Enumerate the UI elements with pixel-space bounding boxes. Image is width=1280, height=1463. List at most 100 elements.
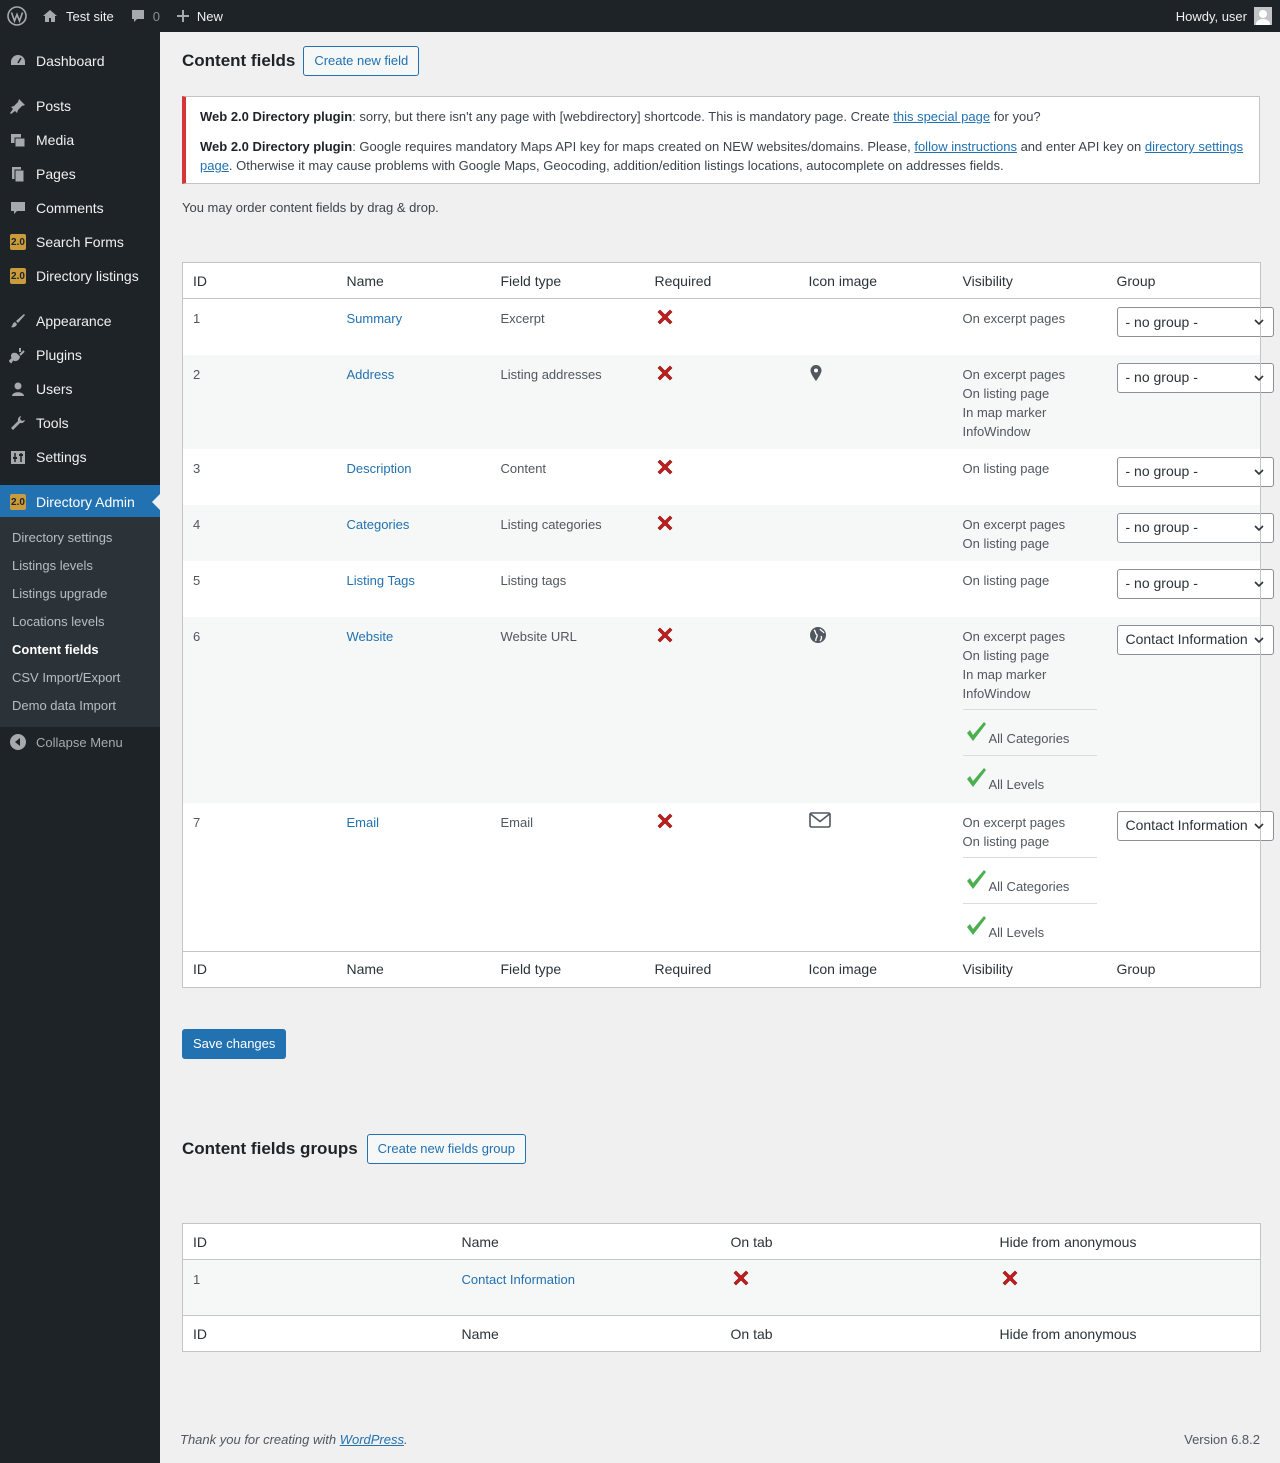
menu-label: Search Forms bbox=[36, 234, 124, 250]
comment-icon bbox=[0, 199, 36, 217]
group-name-link[interactable]: Contact Information bbox=[461, 1272, 575, 1287]
field-name-link[interactable]: Summary bbox=[346, 311, 403, 326]
group-select[interactable]: Contact Information bbox=[1116, 810, 1274, 841]
visibility-item: On excerpt pages bbox=[962, 311, 1066, 326]
menu-label: Tools bbox=[36, 415, 69, 431]
visibility-item: On listing page bbox=[962, 647, 1050, 663]
menu-posts[interactable]: Posts bbox=[0, 89, 160, 123]
field-name-link[interactable]: Website bbox=[346, 628, 394, 644]
new-content-link[interactable]: New bbox=[168, 0, 231, 32]
visibility-extra: All Levels bbox=[988, 924, 1045, 940]
visibility-item: On excerpt pages bbox=[962, 516, 1066, 532]
menu-dashboard[interactable]: Dashboard bbox=[0, 44, 160, 78]
column-header: On tab bbox=[730, 1325, 773, 1342]
visibility-cell: On excerpt pages On listing page In map ma… bbox=[953, 355, 1107, 449]
x-icon bbox=[655, 515, 675, 536]
field-name-link[interactable]: Email bbox=[346, 814, 380, 830]
submenu-demo-data-import[interactable]: Demo data Import bbox=[12, 698, 117, 713]
submenu-listings-upgrade[interactable]: Listings upgrade bbox=[12, 586, 108, 601]
submenu-listings-levels[interactable]: Listings levels bbox=[12, 558, 93, 573]
icon-image-cell bbox=[799, 803, 953, 952]
submenu-csv-import-export[interactable]: CSV Import/Export bbox=[12, 670, 121, 685]
menu-directory-listings[interactable]: 2.0 Directory listings bbox=[0, 259, 160, 293]
on-tab-cell bbox=[721, 1260, 990, 1316]
fields-groups-table: ID Name On tab Hide from anonymous 1 Contact… bbox=[182, 1223, 1261, 1352]
w2-icon: 2.0 bbox=[10, 494, 26, 510]
icon-image-cell bbox=[799, 299, 953, 355]
admin-bar: Test site 0 New Howdy, user bbox=[0, 0, 1280, 32]
directory-settings-link[interactable]: directory settings page bbox=[200, 139, 1244, 173]
column-header: Group bbox=[1116, 272, 1156, 289]
create-new-field-button[interactable]: Create new field bbox=[303, 46, 420, 76]
table-row[interactable]: 6 Website Website URL On excerpt pages On li… bbox=[182, 616, 1274, 803]
menu-settings[interactable]: Settings bbox=[0, 440, 160, 474]
submenu-locations-levels[interactable]: Locations levels bbox=[12, 614, 105, 629]
submenu-content-fields[interactable]: Content fields bbox=[12, 642, 99, 657]
comments-link[interactable]: 0 bbox=[122, 0, 168, 32]
field-name-link[interactable]: Listing Tags bbox=[346, 572, 415, 588]
field-id: 6 bbox=[193, 628, 201, 644]
required-cell bbox=[645, 561, 799, 617]
admin-sidebar: Dashboard Posts Media Pages Comments 2.0… bbox=[0, 32, 160, 1463]
wordpress-link[interactable]: WordPress bbox=[339, 1432, 404, 1447]
field-name-link[interactable]: Categories bbox=[346, 516, 410, 532]
table-row[interactable]: 5 Listing Tags Listing tags On listing page… bbox=[183, 561, 1274, 617]
field-type: Excerpt bbox=[500, 311, 545, 326]
save-changes-button[interactable]: Save changes bbox=[182, 1029, 287, 1059]
collapse-menu-button[interactable]: Collapse Menu bbox=[0, 725, 160, 759]
create-new-fields-group-button[interactable]: Create new fields group bbox=[366, 1134, 526, 1164]
required-cell bbox=[645, 299, 799, 355]
site-name-link[interactable]: Test site bbox=[34, 0, 122, 32]
group-select[interactable]: - no group - bbox=[1116, 512, 1274, 543]
visibility-item: On excerpt pages bbox=[962, 366, 1066, 382]
comment-icon bbox=[131, 10, 144, 22]
group-select[interactable]: - no group - bbox=[1116, 456, 1274, 487]
group-select[interactable]: - no group - bbox=[1116, 307, 1274, 337]
collapse-label: Collapse Menu bbox=[36, 734, 123, 750]
visibility-item: InfoWindow bbox=[962, 685, 1031, 701]
menu-directory-admin[interactable]: 2.0 Directory Admin bbox=[0, 485, 160, 519]
group-select[interactable]: - no group - bbox=[1116, 568, 1274, 599]
icon-image-cell bbox=[799, 355, 953, 449]
column-header: Visibility bbox=[962, 272, 1013, 289]
avatar bbox=[1254, 7, 1272, 25]
visibility-cell: On excerpt pages On listing page All Categ… bbox=[953, 803, 1107, 952]
column-header: ID bbox=[193, 961, 207, 977]
field-name-link[interactable]: Address bbox=[346, 366, 395, 382]
visibility-extra: All Levels bbox=[988, 776, 1045, 792]
menu-search-forms[interactable]: 2.0 Search Forms bbox=[0, 225, 160, 259]
chevron-down-icon bbox=[1253, 822, 1264, 829]
group-select[interactable]: - no group - bbox=[1116, 362, 1274, 393]
group-select[interactable]: Contact Information bbox=[1116, 624, 1274, 655]
menu-plugins[interactable]: Plugins bbox=[0, 338, 160, 372]
required-cell bbox=[645, 449, 799, 505]
notice-text: : Google requires mandatory Maps API key… bbox=[352, 139, 915, 154]
user-icon bbox=[0, 380, 36, 398]
special-page-link[interactable]: this special page bbox=[893, 109, 991, 124]
menu-media[interactable]: Media bbox=[0, 123, 160, 157]
menu-users[interactable]: Users bbox=[0, 372, 160, 406]
table-row[interactable]: 2 Address Listing addresses On excerpt page… bbox=[182, 354, 1274, 449]
menu-comments[interactable]: Comments bbox=[0, 191, 160, 225]
notice-text: : sorry, but there isn't any page with [… bbox=[352, 109, 894, 124]
table-row[interactable]: 3 Description Content On listing page - no g… bbox=[183, 449, 1274, 505]
visibility-item: In map marker bbox=[962, 404, 1047, 420]
my-account-link[interactable]: Howdy, user bbox=[1168, 0, 1280, 32]
menu-pages[interactable]: Pages bbox=[0, 157, 160, 191]
footer-thanks: Thank you for creating with bbox=[180, 1432, 340, 1447]
table-row[interactable]: 4 Categories Listing categories On excerpt … bbox=[182, 504, 1274, 561]
menu-tools[interactable]: Tools bbox=[0, 406, 160, 440]
table-row[interactable]: 1 Summary Excerpt On excerpt pages - no grou… bbox=[183, 299, 1274, 355]
table-row[interactable]: 7 Email Email On excerpt pages On listing pa… bbox=[183, 803, 1274, 952]
plug-icon bbox=[0, 346, 36, 364]
follow-instructions-link[interactable]: follow instructions bbox=[914, 139, 1017, 154]
column-header: Required bbox=[654, 272, 712, 289]
submenu-directory-settings[interactable]: Directory settings bbox=[12, 530, 113, 545]
table-row[interactable]: 1 Contact Information bbox=[182, 1259, 1261, 1316]
wordpress-logo-icon[interactable] bbox=[0, 0, 34, 32]
map-marker-icon bbox=[809, 364, 823, 385]
menu-appearance[interactable]: Appearance bbox=[0, 304, 160, 338]
hide-anonymous-cell bbox=[990, 1260, 1261, 1316]
group-select-value: Contact Information bbox=[1125, 817, 1248, 833]
field-name-link[interactable]: Description bbox=[346, 460, 412, 476]
